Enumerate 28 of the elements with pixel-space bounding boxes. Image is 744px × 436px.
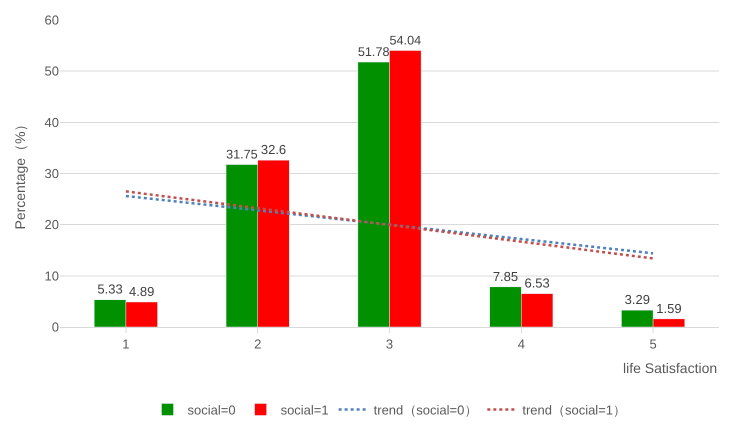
data-label: 32.6 [260,142,286,158]
legend-label: social=1 [280,402,329,418]
x-axis-title: life Satisfaction [623,360,718,376]
y-tick-label: 40 [44,114,59,130]
data-label: 6.53 [524,276,550,291]
x-tick-label: 1 [122,336,130,352]
data-label: 7.85 [492,268,518,284]
legend-label: trend（social=1） [522,402,626,418]
y-tick-label: 0 [52,320,59,335]
y-tick-label: 20 [44,217,59,232]
x-tick-label: 3 [386,336,394,352]
y-tick-label: 50 [44,64,59,79]
legend-label: trend（social=0） [374,402,478,418]
legend-label: social=0 [188,402,236,418]
x-tick-label: 4 [518,336,525,352]
y-tick-label: 30 [44,166,59,182]
data-label: 4.89 [129,284,154,299]
x-tick-label: 5 [649,336,657,352]
data-label: 51.78 [358,45,390,60]
x-tick-label: 2 [254,336,262,352]
y-tick-label: 10 [44,268,59,284]
y-axis-title: Percentage（%） [12,117,28,230]
data-label: 5.33 [97,282,123,297]
data-label: 54.04 [390,34,422,48]
y-tick-label: 60 [44,12,59,28]
data-label: 31.75 [226,148,258,162]
data-label: 3.29 [624,292,650,308]
data-label: 1.59 [656,300,682,316]
